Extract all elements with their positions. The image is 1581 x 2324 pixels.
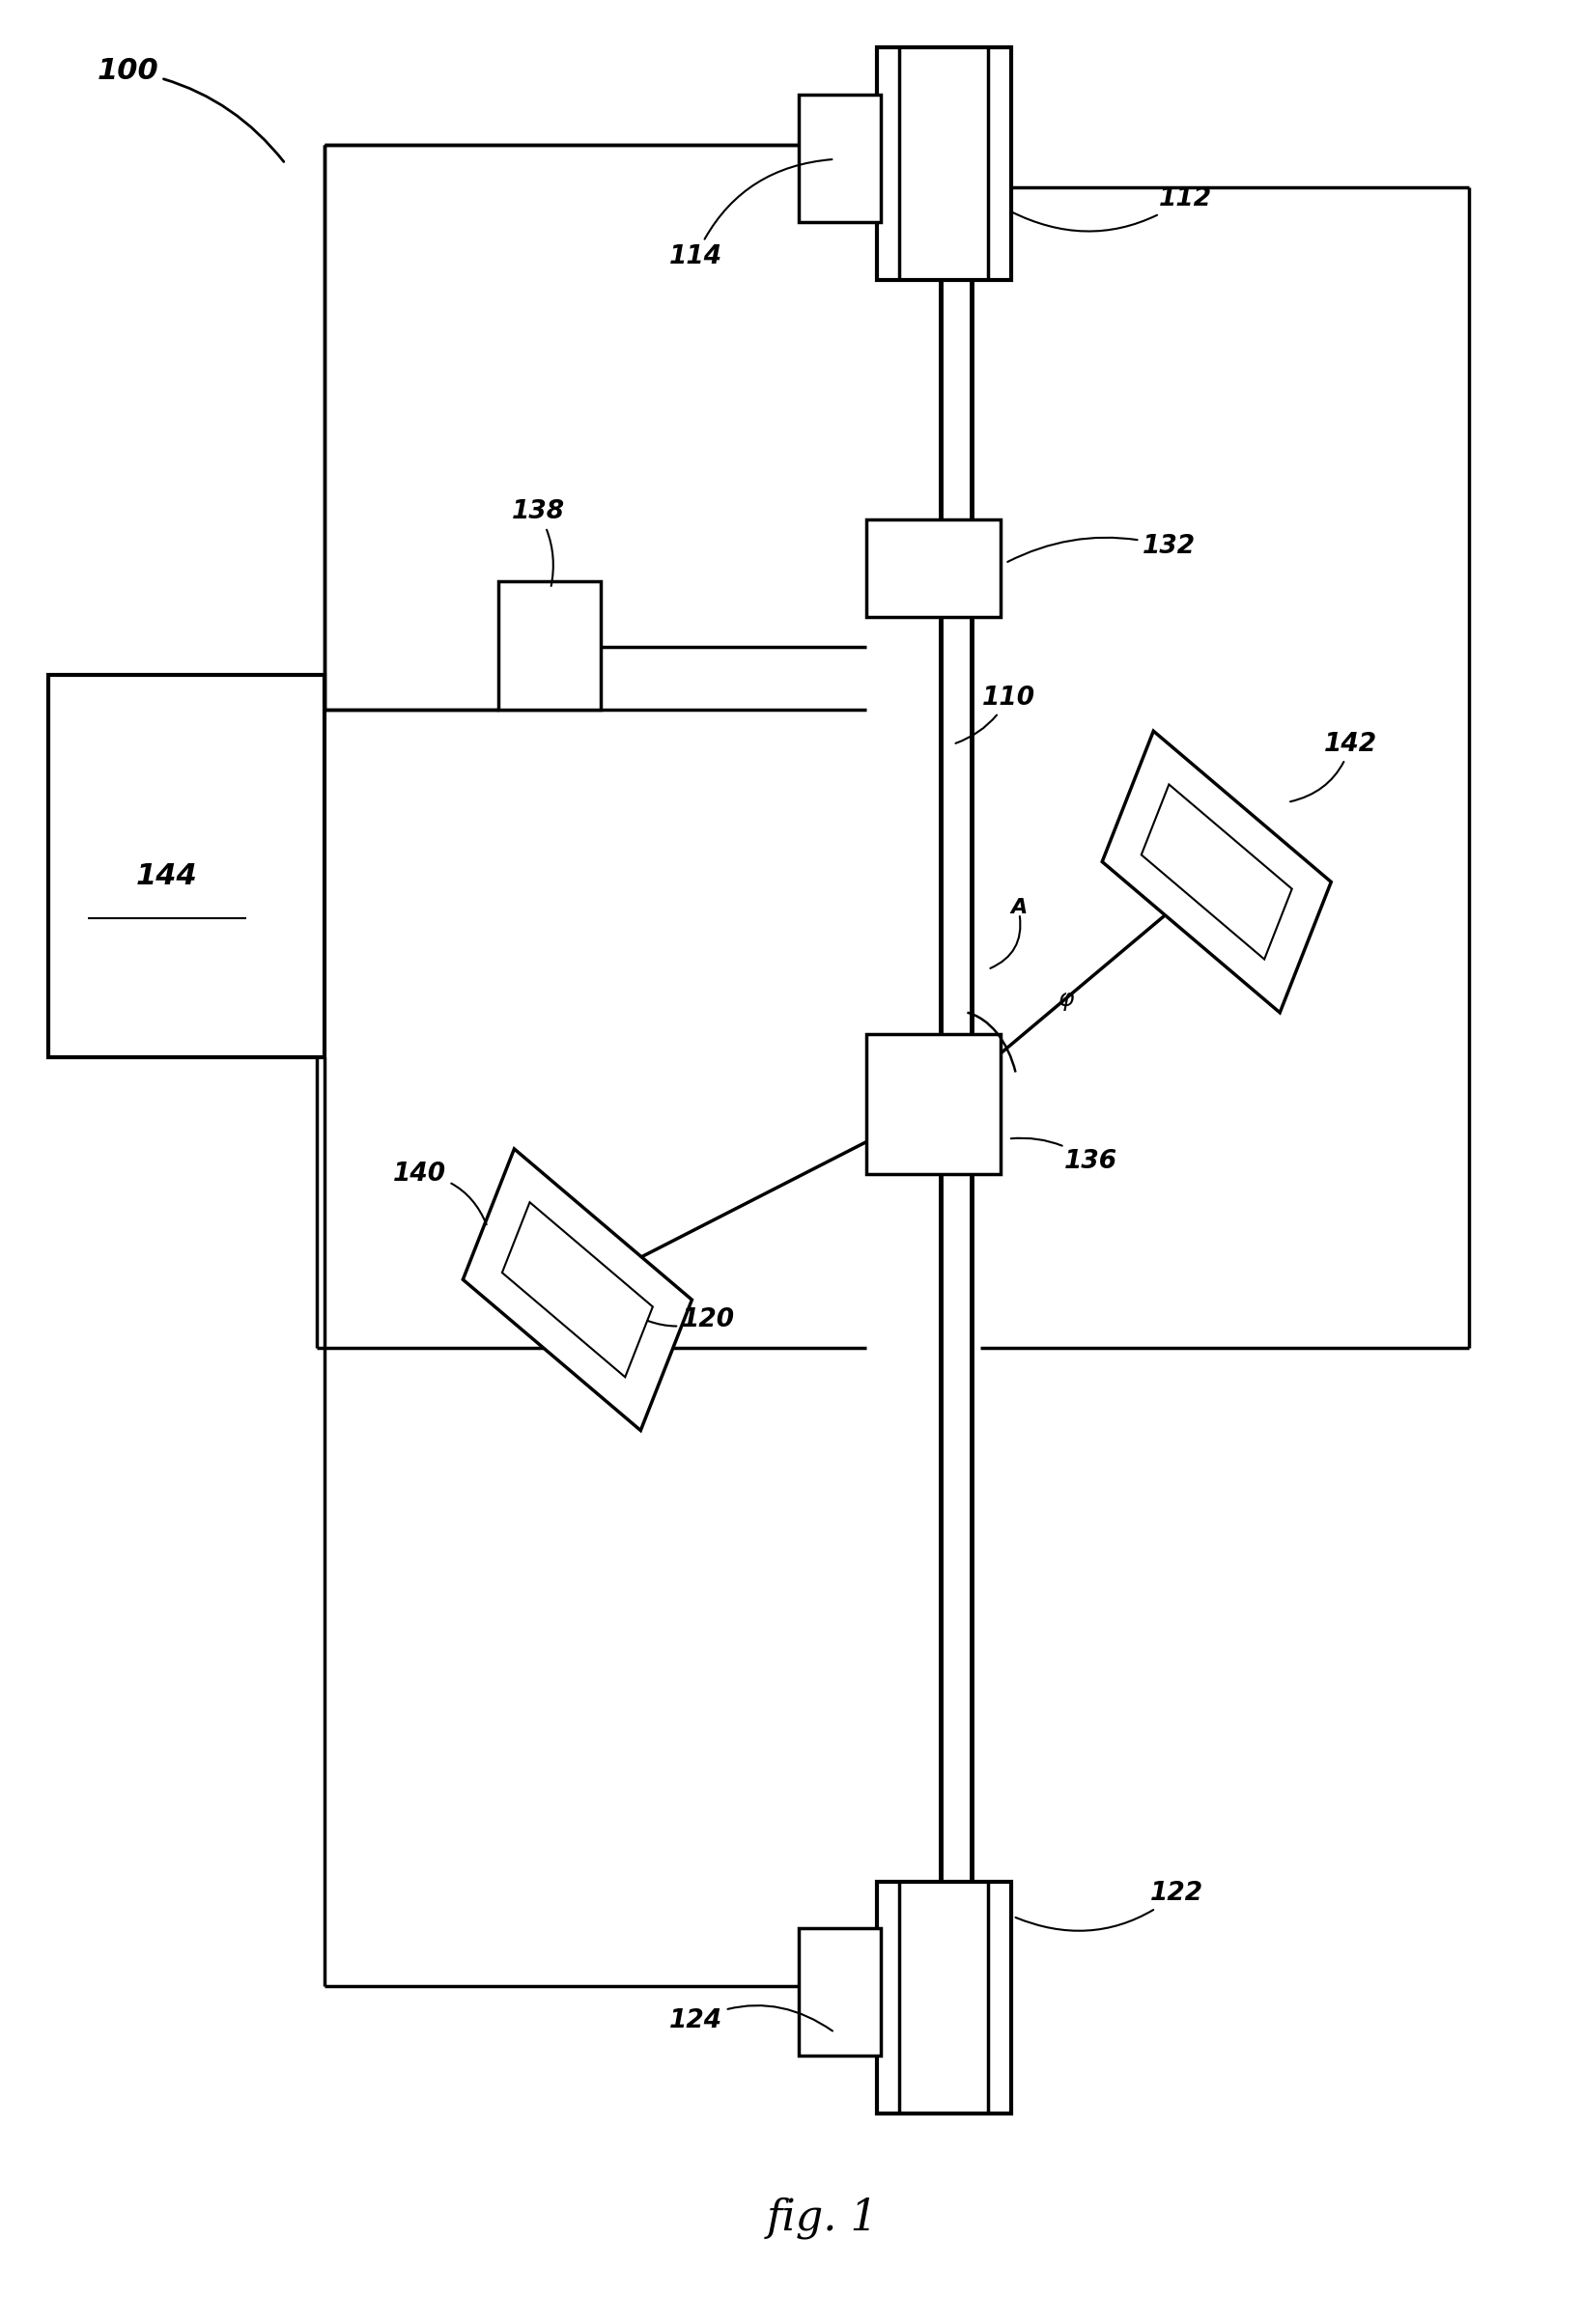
Text: 100: 100 — [96, 58, 283, 163]
Text: fig. 1: fig. 1 — [767, 2196, 877, 2240]
Polygon shape — [463, 1148, 692, 1432]
Bar — [798, 95, 881, 221]
Text: 144: 144 — [136, 862, 198, 890]
Polygon shape — [1102, 732, 1331, 1013]
Polygon shape — [1141, 786, 1292, 960]
Bar — [798, 1929, 881, 2057]
Text: 142: 142 — [1290, 732, 1377, 802]
Text: 124: 124 — [669, 2006, 833, 2034]
Text: 112: 112 — [1010, 186, 1211, 232]
Bar — [866, 1034, 1001, 1174]
Text: 114: 114 — [669, 160, 832, 270]
Text: 120: 120 — [648, 1308, 735, 1332]
Text: 110: 110 — [955, 686, 1036, 744]
Text: $\varphi$: $\varphi$ — [1058, 990, 1075, 1013]
Text: 136: 136 — [1010, 1139, 1118, 1174]
Text: 132: 132 — [1007, 535, 1195, 562]
Bar — [498, 581, 601, 709]
Text: 138: 138 — [511, 500, 564, 586]
Text: 122: 122 — [1015, 1880, 1203, 1931]
Bar — [49, 674, 326, 1057]
Bar — [877, 1882, 1012, 2115]
Bar — [877, 49, 1012, 279]
Bar — [866, 518, 1001, 616]
Text: 140: 140 — [394, 1162, 487, 1225]
Polygon shape — [503, 1202, 653, 1378]
Text: A: A — [1010, 897, 1028, 918]
